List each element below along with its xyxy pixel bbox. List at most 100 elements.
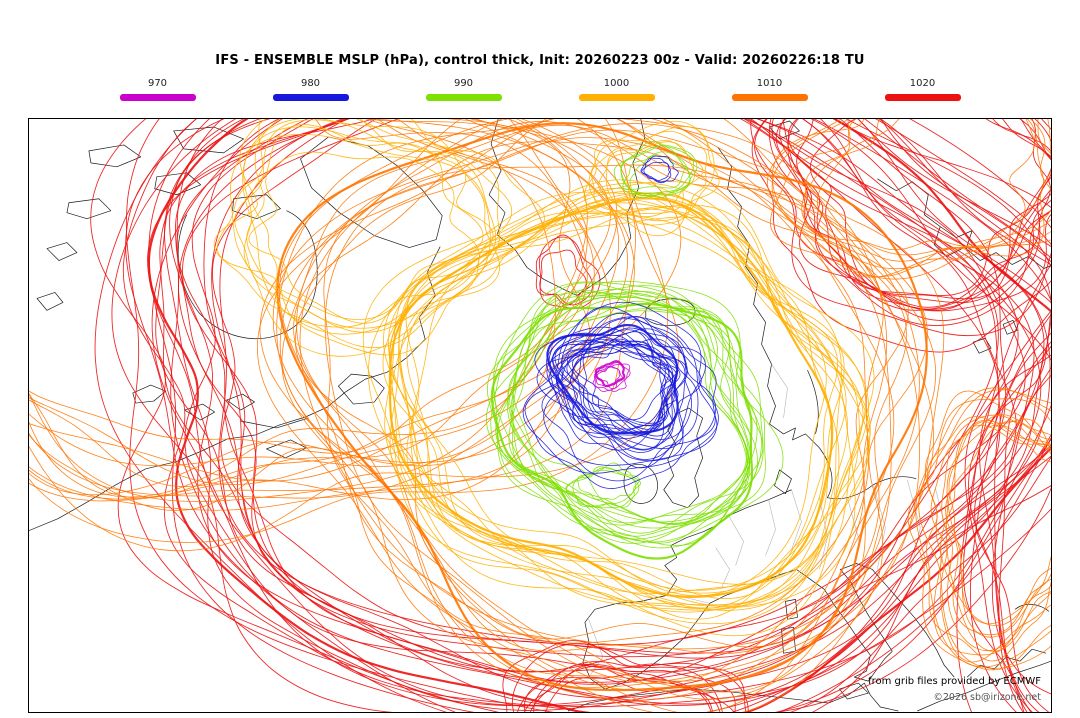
contour-member-1000 (588, 120, 715, 222)
contour-member-1020 (159, 119, 1007, 699)
contour-member-1020 (771, 119, 1051, 310)
contour-member-1010 (29, 119, 618, 498)
contour-member-1010 (279, 129, 888, 682)
contour-member-980 (536, 334, 676, 451)
contour-member-990 (486, 295, 752, 544)
credits-block: from grib files provided by ECMWF ©2026 … (868, 673, 1041, 706)
contour-member-1010 (946, 419, 1051, 627)
contour-member-1010 (323, 121, 928, 700)
contour-member-1020 (94, 119, 1051, 712)
contour-member-1020 (809, 119, 1051, 300)
contour-member-1000 (216, 119, 545, 356)
contour-member-1010 (29, 119, 588, 454)
contour-member-1010 (257, 119, 920, 712)
contour-member-1000 (606, 140, 704, 214)
legend-item-990: 990 (425, 79, 502, 101)
contour-member-1000 (583, 126, 720, 237)
contour-group-1010 (29, 119, 1051, 712)
contour-member-1010 (299, 119, 892, 650)
contour-member-1020 (218, 119, 1000, 646)
contour-member-980 (557, 338, 699, 469)
contour-member-1020 (787, 119, 1051, 296)
contour-member-1010 (29, 119, 556, 467)
contour-member-990 (576, 462, 642, 500)
contour-member-1010 (816, 119, 1044, 256)
contour-member-1020 (998, 341, 1051, 712)
contour-member-1010 (293, 141, 884, 654)
contour-member-1020 (203, 119, 1045, 672)
contour-member-980 (552, 328, 692, 440)
contour-member-1020 (779, 119, 1051, 308)
legend-color-bar (884, 94, 961, 101)
contour-member-980 (572, 340, 681, 424)
contour-member-1020 (969, 313, 1051, 712)
contour-member-1000 (234, 119, 500, 333)
contour-member-1000 (367, 192, 869, 637)
contour-member-980 (541, 318, 717, 482)
contour-member-1010 (771, 119, 1051, 278)
contour-group-990 (486, 140, 784, 560)
contour-member-1000 (399, 191, 842, 585)
contour-member-1010 (296, 137, 868, 644)
contour-member-1010 (259, 119, 935, 701)
contour-member-1020 (529, 665, 712, 712)
contour-member-990 (572, 469, 637, 507)
contour-member-1010 (281, 124, 907, 693)
contour-member-1020 (184, 119, 1035, 673)
legend-color-bar (731, 94, 808, 101)
chart-title: IFS - ENSEMBLE MSLP (hPa), control thick… (215, 53, 865, 68)
contour-member-1020 (974, 374, 1051, 712)
contour-member-1010 (272, 123, 921, 688)
contour-member-1010 (771, 119, 1051, 280)
contour-member-1020 (169, 119, 1051, 706)
contour-member-1020 (782, 119, 1051, 312)
contour-member-1010 (941, 414, 1051, 652)
contour-member-990 (512, 290, 749, 524)
legend-item-1000: 1000 (578, 79, 655, 101)
contour-member-970 (596, 362, 631, 390)
contour-member-990 (613, 140, 685, 190)
contour-member-1020 (962, 309, 1051, 712)
contour-member-980 (546, 341, 686, 462)
contour-member-1010 (29, 119, 628, 482)
contour-member-1020 (212, 119, 1001, 659)
contour-member-1020 (968, 345, 1051, 712)
credit-source-text: from grib files provided by ECMWF (868, 675, 1041, 687)
contour-member-990 (487, 290, 751, 546)
legend-item-970: 970 (119, 78, 196, 101)
contour-member-1010 (29, 119, 680, 552)
map-frame: from grib files provided by ECMWF ©2026 … (28, 118, 1052, 713)
contour-member-1000 (389, 211, 840, 595)
contour-member-1010 (29, 119, 611, 499)
contour-member-990 (497, 288, 758, 523)
contour-member-1000 (384, 191, 870, 606)
contour-member-1000 (230, 133, 491, 357)
contour-member-980 (524, 306, 717, 489)
contour-member-1010 (767, 119, 1051, 270)
contour-member-1010 (915, 387, 1051, 668)
forecast-map (29, 119, 1051, 712)
map-layers (29, 119, 1051, 712)
contour-member-1020 (533, 663, 713, 712)
credit-copyright-text: ©2026 sb@irizone.net (933, 691, 1041, 703)
contour-member-1010 (926, 416, 1051, 662)
contour-member-1010 (769, 119, 1051, 278)
contour-member-1000 (388, 192, 845, 594)
contour-member-1010 (930, 414, 1051, 663)
contour-member-990 (506, 308, 747, 526)
contour-member-1020 (994, 332, 1051, 712)
contour-member-1020 (956, 263, 1051, 712)
contour-member-1010 (29, 119, 588, 487)
contour-member-1010 (29, 119, 682, 500)
contour-member-1010 (907, 398, 1051, 671)
contour-member-1020 (147, 119, 1051, 712)
contour-member-1000 (411, 213, 827, 597)
contour-member-990 (493, 280, 784, 543)
contour-member-980 (556, 338, 675, 440)
contour-member-980 (643, 161, 672, 184)
contour-member-1010 (29, 119, 637, 502)
legend-label: 970 (147, 78, 168, 89)
contour-member-1020 (517, 661, 723, 712)
contour-member-1010 (29, 119, 595, 485)
contour-member-1020 (122, 119, 1051, 712)
